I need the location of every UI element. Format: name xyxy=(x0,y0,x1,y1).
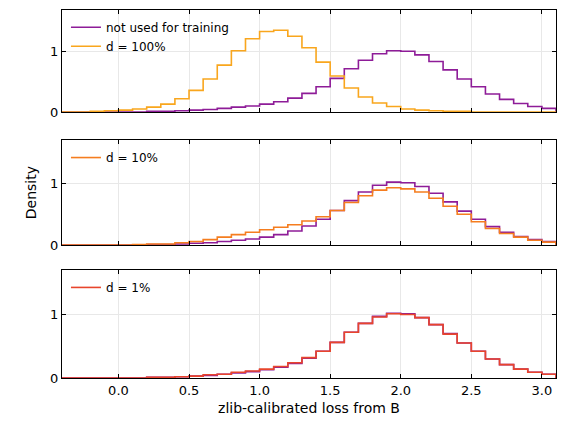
svg-text:not used for training: not used for training xyxy=(106,21,229,35)
svg-text:1: 1 xyxy=(50,176,58,191)
svg-text:0: 0 xyxy=(50,105,58,120)
svg-text:zlib-calibrated loss from B: zlib-calibrated loss from B xyxy=(218,400,400,416)
svg-text:0.5: 0.5 xyxy=(179,383,200,398)
svg-text:0: 0 xyxy=(50,371,58,386)
svg-text:Density: Density xyxy=(23,166,39,219)
svg-text:3.0: 3.0 xyxy=(532,383,553,398)
svg-text:1: 1 xyxy=(50,307,58,322)
svg-text:2.5: 2.5 xyxy=(461,383,482,398)
svg-text:1.0: 1.0 xyxy=(249,383,270,398)
svg-text:1: 1 xyxy=(50,44,58,59)
svg-text:0: 0 xyxy=(50,238,58,253)
svg-text:1.5: 1.5 xyxy=(320,383,341,398)
svg-text:d = 10%: d = 10% xyxy=(106,151,158,165)
svg-text:0.0: 0.0 xyxy=(108,383,129,398)
svg-text:2.0: 2.0 xyxy=(390,383,411,398)
svg-text:d = 100%: d = 100% xyxy=(106,40,166,54)
svg-text:d = 1%: d = 1% xyxy=(106,281,150,295)
